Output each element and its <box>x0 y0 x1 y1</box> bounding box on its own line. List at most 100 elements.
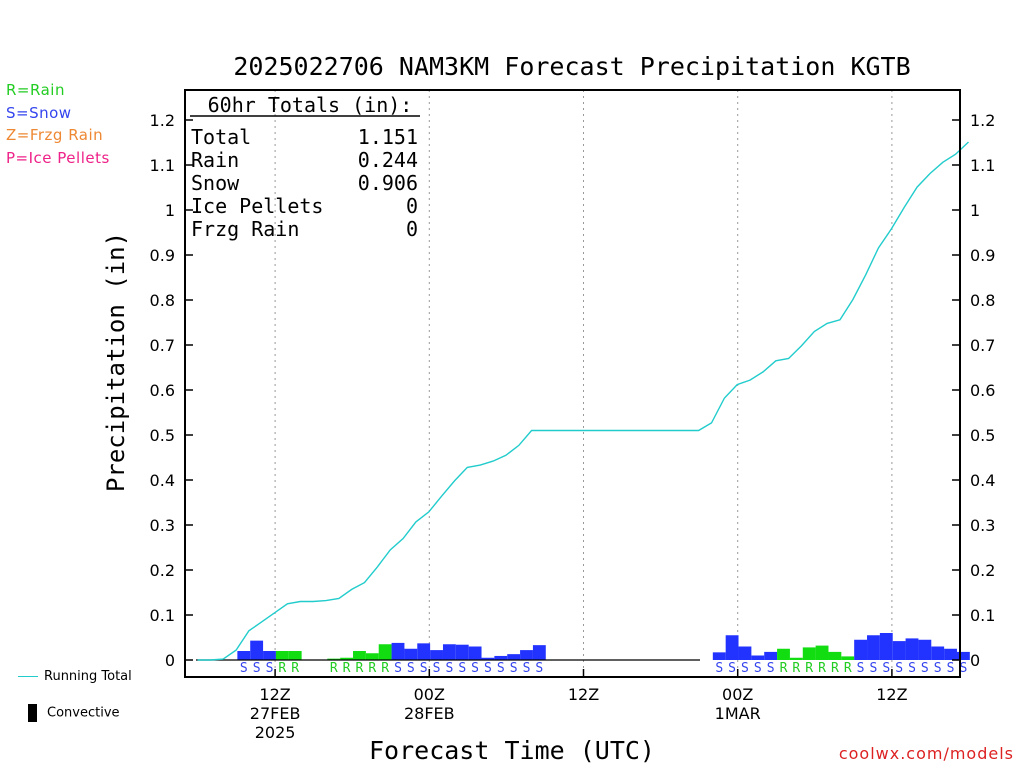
snow-bar <box>494 655 508 660</box>
y-tick-label-left: 0.7 <box>150 336 175 355</box>
x-tick-label: 00Z <box>414 685 445 704</box>
snow-bar <box>250 640 264 660</box>
snow-bar <box>764 651 778 660</box>
ptype-code: S <box>947 661 955 676</box>
snow-bar <box>738 646 752 660</box>
rain-bar <box>802 647 816 660</box>
ptype-code: R <box>381 661 389 676</box>
ptype-code: S <box>523 661 531 676</box>
totals-row-value: 0.906 <box>358 171 418 195</box>
ptype-code: R <box>831 661 839 676</box>
rain-bar <box>288 651 302 660</box>
ptype-code: S <box>240 661 248 676</box>
snow-bar <box>892 641 906 660</box>
ptype-code: S <box>394 661 402 676</box>
precip-bars <box>196 633 970 661</box>
ptype-code: R <box>368 661 376 676</box>
y-tick-label-right: 1 <box>970 201 980 220</box>
y-tick-label-right: 0 <box>970 651 980 670</box>
totals-row-value: 0 <box>406 217 418 241</box>
ptype-code: R <box>818 661 826 676</box>
snow-bar <box>455 644 469 660</box>
snow-bar <box>468 646 482 660</box>
y-tick-label-left: 0 <box>165 651 175 670</box>
snow-bar <box>931 646 945 660</box>
snow-bar <box>905 638 919 660</box>
ptype-code: S <box>895 661 903 676</box>
snow-bar <box>520 650 533 660</box>
ptype-code: R <box>356 661 364 676</box>
y-tick-label-right: 0.8 <box>970 291 995 310</box>
y-tick-label-right: 0.6 <box>970 381 995 400</box>
rain-bar <box>275 651 289 660</box>
snow-bar <box>442 644 456 660</box>
totals-row-value: 0.244 <box>358 148 418 172</box>
running-total-swatch <box>18 676 38 677</box>
ptype-code: S <box>908 661 916 676</box>
ptype-legend-item: R=Rain <box>6 81 65 99</box>
snow-bar <box>725 635 739 660</box>
ptype-code: S <box>535 661 543 676</box>
ptype-code: R <box>780 661 788 676</box>
ptype-code: S <box>857 661 865 676</box>
y-tick-label-right: 0.9 <box>970 246 995 265</box>
ptype-code: S <box>870 661 878 676</box>
snow-bar <box>417 643 431 660</box>
y-tick-label-right: 1.2 <box>970 111 995 130</box>
ptype-code: R <box>805 661 813 676</box>
snow-bar <box>481 657 495 660</box>
ptype-code: R <box>844 661 852 676</box>
convective-label: Convective <box>47 705 120 721</box>
snow-bar <box>391 642 405 660</box>
plot-frame <box>184 89 961 678</box>
totals-row-value: 1.151 <box>358 125 418 149</box>
snow-bar <box>944 648 957 660</box>
snow-bar <box>263 651 276 660</box>
ptype-code: S <box>715 661 723 676</box>
snow-bar <box>854 639 868 660</box>
ptype-code: S <box>458 661 466 676</box>
y-tick-label-left: 0.2 <box>150 561 175 580</box>
y-tick-label-right: 0.3 <box>970 516 995 535</box>
y-axis-left: 0 0.1 0.2 0.3 0.4 0.5 0.6 0.7 0.8 0.9 1 1.1 1.2 <box>150 111 193 670</box>
convective-swatch <box>28 704 37 722</box>
y-tick-label-right: 0.2 <box>970 561 995 580</box>
y-tick-label-left: 0.6 <box>150 381 175 400</box>
rain-bar <box>815 645 829 660</box>
ptype-code: S <box>407 661 415 676</box>
x-axis-label: Forecast Time (UTC) <box>369 736 655 765</box>
ptype-code: S <box>433 661 441 676</box>
y-tick-label-left: 0.3 <box>150 516 175 535</box>
totals-header: 60hr Totals (in): <box>208 93 413 117</box>
totals-rows: Total 1.151 Rain 0.244 Snow 0.906 Ice Pellets 0… <box>191 125 418 241</box>
running-total-line <box>197 141 969 661</box>
totals-row-label: Total <box>191 125 251 149</box>
ptype-code: S <box>767 661 775 676</box>
x-tick-label: 1MAR <box>715 704 761 723</box>
y-tick-label-left: 1 <box>165 201 175 220</box>
ptype-code: R <box>792 661 800 676</box>
ptype-code: S <box>266 661 274 676</box>
rain-bar <box>777 648 790 660</box>
convective-legend: Convective <box>28 704 120 722</box>
ptype-code: S <box>471 661 479 676</box>
y-tick-label-right: 0.4 <box>970 471 995 490</box>
y-tick-label-left: 1.1 <box>150 156 175 175</box>
ptype-code: S <box>728 661 736 676</box>
snow-bar <box>712 652 726 660</box>
rain-bar <box>340 657 354 660</box>
ptype-code: R <box>330 661 338 676</box>
x-tick-label: 12Z <box>259 685 290 704</box>
totals-row-value: 0 <box>406 194 418 218</box>
ptype-code: S <box>484 661 492 676</box>
snow-bar <box>918 639 932 660</box>
running-total-legend: Running Total <box>18 669 132 684</box>
running-total-label: Running Total <box>44 669 132 684</box>
snow-bar <box>956 651 970 660</box>
y-tick-label-right: 0.1 <box>970 606 995 625</box>
x-tick-label: 12Z <box>568 685 599 704</box>
y-tick-label-right: 1.1 <box>970 156 995 175</box>
rain-bar <box>789 657 803 660</box>
